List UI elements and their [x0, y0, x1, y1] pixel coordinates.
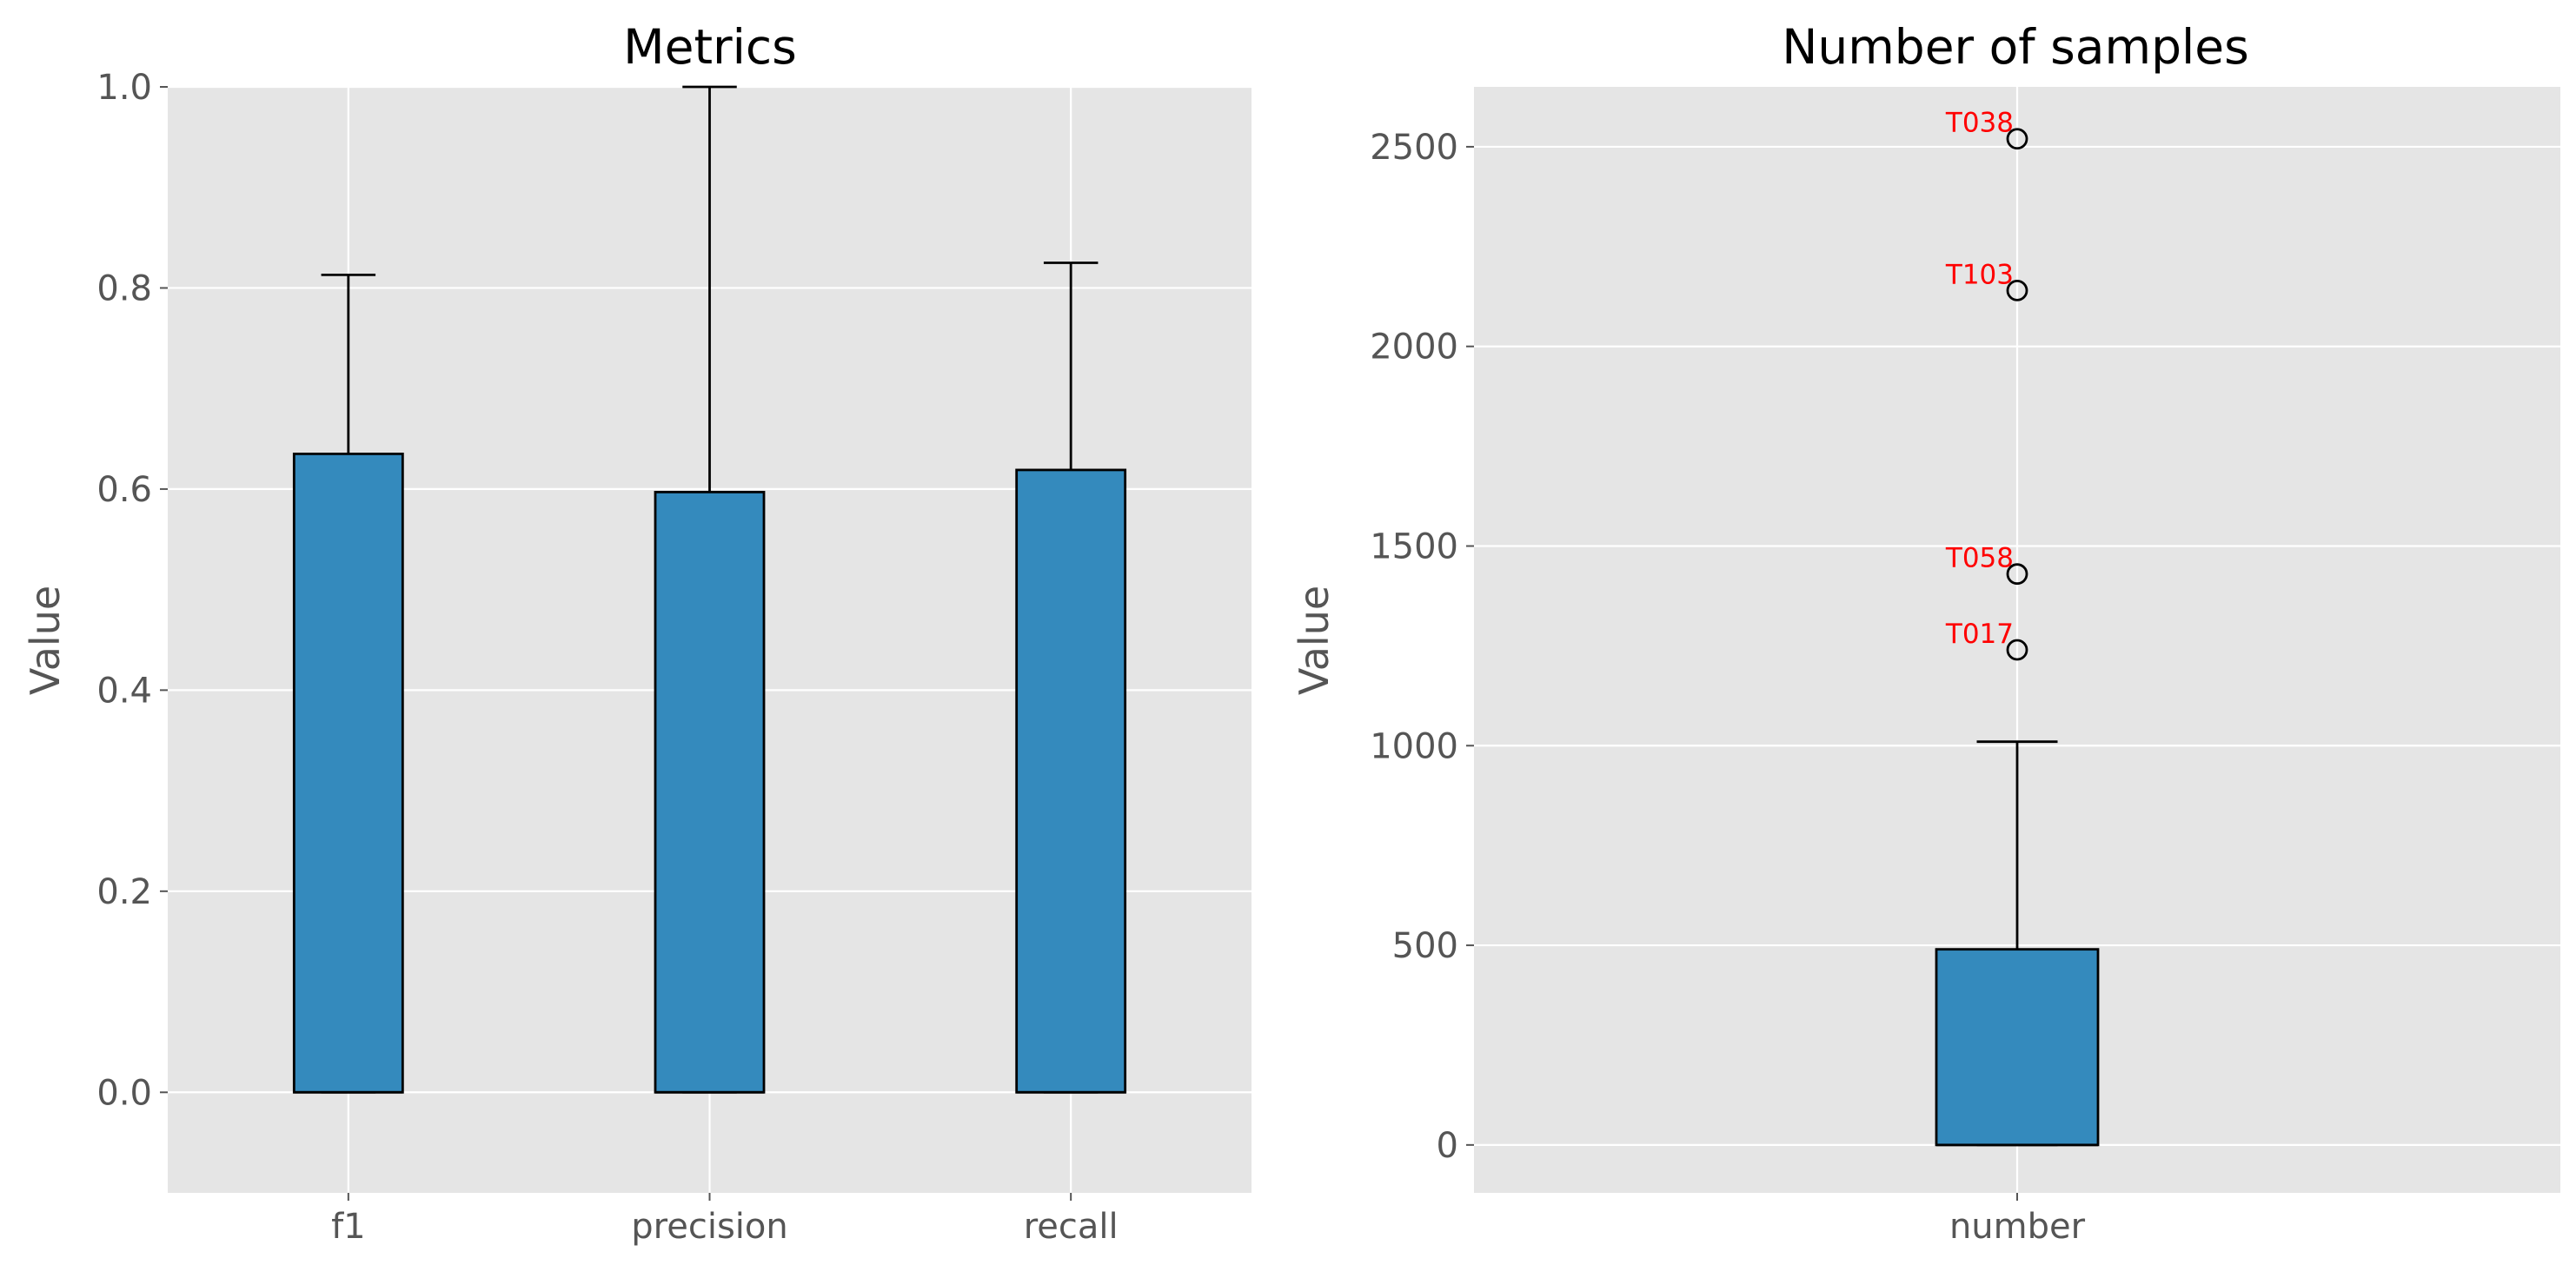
- samples-chart: Number of samples Value 0 500 1000 1500 2000…: [1291, 19, 2560, 1247]
- y-tick-label: 2000: [1370, 328, 1458, 368]
- x-tick-label: recall: [1024, 1207, 1119, 1247]
- outlier-point: [2006, 639, 2028, 661]
- metrics-chart: Metrics Value 0.0 0.2 0.4 0.6 0.8 1.0 f1 precis…: [22, 19, 1251, 1247]
- box-precision: [654, 490, 766, 1094]
- y-tick-label: 0.0: [96, 1073, 152, 1113]
- outlier-point: [2006, 563, 2028, 586]
- x-tick-label: precision: [631, 1207, 787, 1247]
- y-tick-label: 0: [1437, 1126, 1458, 1166]
- x-tick-label: f1: [331, 1207, 366, 1247]
- outlier-label: T058: [1945, 543, 2014, 574]
- x-tick-label: number: [1949, 1207, 2086, 1247]
- y-tick-label: 500: [1392, 926, 1458, 966]
- outlier-point: [2006, 128, 2028, 150]
- box-recall: [1015, 468, 1127, 1094]
- outlier-label: T038: [1945, 108, 2014, 139]
- box-number: [1935, 948, 2100, 1147]
- y-tick-label: 2500: [1370, 128, 1458, 168]
- chart-title: Metrics: [623, 19, 797, 75]
- y-tick-label: 0.2: [96, 872, 152, 912]
- y-tick-label: 1000: [1370, 726, 1458, 766]
- box-f1: [292, 453, 404, 1094]
- outlier-label: T103: [1945, 259, 2014, 290]
- y-tick-label: 0.8: [96, 268, 152, 308]
- y-tick-label: 0.6: [96, 470, 152, 510]
- y-axis-label: Value: [22, 586, 69, 695]
- outlier-point: [2006, 279, 2028, 301]
- y-tick-label: 0.4: [96, 671, 152, 711]
- y-tick-label: 1.0: [96, 68, 152, 108]
- chart-title: Number of samples: [1782, 19, 2249, 75]
- y-axis-label: Value: [1291, 586, 1338, 695]
- y-tick-label: 1500: [1370, 527, 1458, 567]
- outlier-label: T017: [1945, 619, 2014, 650]
